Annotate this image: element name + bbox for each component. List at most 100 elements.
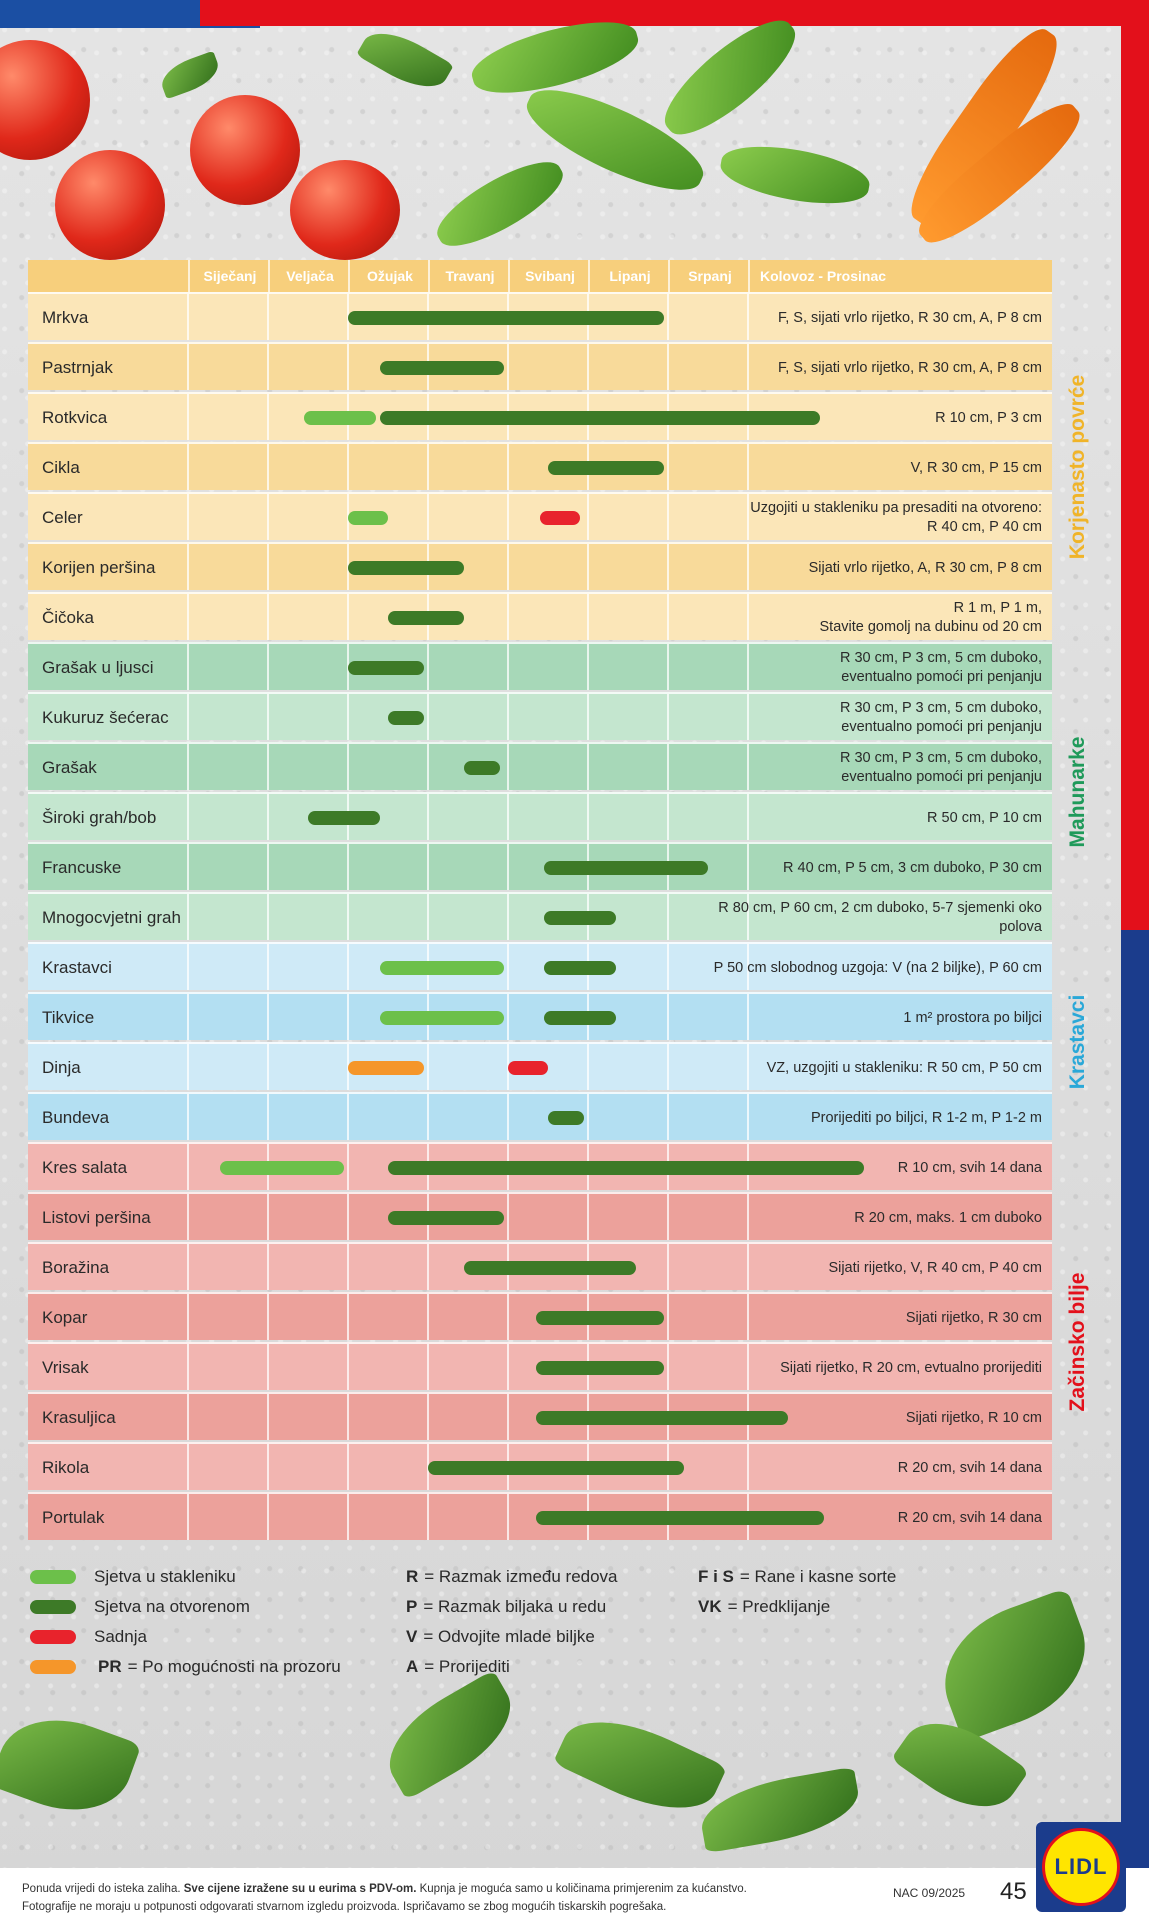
period-bar-green-light bbox=[304, 411, 376, 425]
grid-line bbox=[667, 744, 669, 790]
lidl-logo: LIDL bbox=[1036, 1822, 1126, 1912]
grid-line bbox=[507, 644, 509, 690]
plant-name: Celer bbox=[42, 508, 83, 527]
grid-line bbox=[507, 1294, 509, 1340]
grid-line bbox=[667, 794, 669, 840]
plant-name: Rikola bbox=[42, 1458, 90, 1477]
plant-name: Dinja bbox=[42, 1058, 81, 1077]
grid-line bbox=[747, 1294, 749, 1340]
grid-line bbox=[507, 894, 509, 940]
grid-line bbox=[267, 1494, 269, 1540]
legend-label: = Rane i kasne sorte bbox=[739, 1567, 897, 1586]
plant-row: Krasuljica Sijati rijetko, R 10 cm bbox=[28, 1392, 1052, 1440]
grid-line bbox=[187, 1394, 189, 1440]
grid-line bbox=[187, 744, 189, 790]
grid-line bbox=[187, 394, 189, 440]
plant-note: R 1 m, P 1 m, Stavite gomolj na dubinu o… bbox=[819, 600, 1042, 635]
grid-line bbox=[747, 1244, 749, 1290]
month-header-7: Srpanj bbox=[668, 260, 750, 292]
swatch-sowing-outdoor bbox=[30, 1600, 76, 1614]
grid-line bbox=[667, 944, 669, 990]
legend-key: P bbox=[406, 1597, 418, 1616]
plant-name: Kukuruz šećerac bbox=[42, 708, 169, 727]
plant-row: Portulak R 20 cm, svih 14 dana bbox=[28, 1492, 1052, 1540]
grid-line bbox=[747, 994, 749, 1040]
plant-name: Francuske mahune bbox=[42, 858, 122, 925]
grid-line bbox=[747, 544, 749, 590]
grid-line bbox=[267, 1444, 269, 1490]
plant-row: Francuske mahune R 40 cm, P 5 cm, 3 cm du… bbox=[28, 842, 1052, 925]
plant-name: Kopar bbox=[42, 1308, 88, 1327]
grid-line bbox=[667, 1094, 669, 1140]
legend-key: A bbox=[406, 1657, 419, 1676]
plant-row: Krastavci P 50 cm slobodnog uzgoja: V (na… bbox=[28, 942, 1052, 990]
grid-line bbox=[347, 694, 349, 740]
period-bar-green-dark bbox=[544, 961, 616, 975]
plant-row: Cikla V, R 30 cm, P 15 cm bbox=[28, 442, 1052, 490]
grid-line bbox=[507, 594, 509, 640]
grid-line bbox=[267, 994, 269, 1040]
plant-name: Portulak bbox=[42, 1508, 105, 1527]
grid-line bbox=[747, 744, 749, 790]
grid-line bbox=[587, 644, 589, 690]
grid-line bbox=[267, 1044, 269, 1090]
grid-line bbox=[427, 794, 429, 840]
grid-line bbox=[507, 1494, 509, 1540]
section-label: Mahunarke bbox=[1066, 736, 1089, 848]
plant-note: Sijati rijetko, R 30 cm bbox=[905, 1309, 1042, 1326]
grid-line bbox=[427, 1294, 429, 1340]
grid-line bbox=[187, 344, 189, 390]
legend-label: Sjetva u stakleniku bbox=[94, 1567, 236, 1586]
grid-line bbox=[667, 894, 669, 940]
grid-line bbox=[427, 1244, 429, 1290]
period-bar-green-dark bbox=[536, 1311, 664, 1325]
plant-name: Korijen peršina bbox=[42, 558, 156, 577]
plant-note: R 10 cm, svih 14 dana bbox=[897, 1159, 1042, 1176]
period-bar-green-dark bbox=[428, 1461, 684, 1475]
grid-line bbox=[187, 1244, 189, 1290]
plant-note: V, R 30 cm, P 15 cm bbox=[910, 459, 1042, 476]
period-bar-green-dark bbox=[388, 611, 464, 625]
plant-name: Krastavci bbox=[42, 958, 112, 977]
grid-line bbox=[507, 1094, 509, 1140]
plant-row: Rotkvica R 10 cm, P 3 cm bbox=[28, 392, 1052, 440]
plant-name: Kres salata bbox=[42, 1158, 128, 1177]
period-bar-green-dark bbox=[548, 461, 664, 475]
grid-line bbox=[427, 744, 429, 790]
grid-line bbox=[747, 944, 749, 990]
grid-line bbox=[187, 994, 189, 1040]
month-header-1: Siječanj bbox=[188, 260, 270, 292]
grid-line bbox=[747, 1044, 749, 1090]
swatch-sowing-greenhouse bbox=[30, 1570, 76, 1584]
plant-row: Listovi peršina R 20 cm, maks. 1 cm dubok… bbox=[28, 1192, 1052, 1240]
grid-line bbox=[587, 494, 589, 540]
legend-sowing-outdoor: Sjetva na otvorenom bbox=[30, 1595, 250, 1619]
grid-line bbox=[747, 894, 749, 940]
legend-sowing-greenhouse: Sjetva u stakleniku bbox=[30, 1565, 236, 1589]
period-bar-green-dark bbox=[464, 1261, 636, 1275]
legend-abbr-v: V = Odvojite mlade biljke bbox=[406, 1625, 595, 1649]
grid-line bbox=[507, 844, 509, 890]
grid-line bbox=[347, 1144, 349, 1190]
month-header-row: Siječanj Veljača Ožujak Travanj Svibanj Lipan… bbox=[28, 260, 1052, 292]
month-header-2: Veljača bbox=[268, 260, 350, 292]
section-label: Krastavci bbox=[1066, 994, 1089, 1090]
plant-note: Uzgojiti u stakleniku pa presaditi na ot… bbox=[750, 500, 1042, 535]
plant-row: Mrkva F, S, sijati vrlo rijetko, R 30 cm,… bbox=[28, 292, 1052, 340]
plant-row: Kres salata R 10 cm, svih 14 dana bbox=[28, 1142, 1052, 1190]
grid-line bbox=[507, 944, 509, 990]
plant-row: Bundeva Prorijediti po biljci, R 1-2 m, P… bbox=[28, 1092, 1052, 1140]
plant-name: Čičoka bbox=[42, 608, 94, 627]
grid-line bbox=[507, 994, 509, 1040]
period-bar-green-dark bbox=[544, 861, 708, 875]
grid-line bbox=[267, 394, 269, 440]
period-bar-green-dark bbox=[308, 811, 380, 825]
grid-line bbox=[187, 1194, 189, 1240]
grid-line bbox=[187, 1344, 189, 1390]
month-header-5: Svibanj bbox=[508, 260, 590, 292]
grid-line bbox=[667, 594, 669, 640]
period-bar-green-dark bbox=[388, 711, 424, 725]
grid-line bbox=[507, 1344, 509, 1390]
grid-line bbox=[667, 994, 669, 1040]
period-bar-green-dark bbox=[544, 911, 616, 925]
